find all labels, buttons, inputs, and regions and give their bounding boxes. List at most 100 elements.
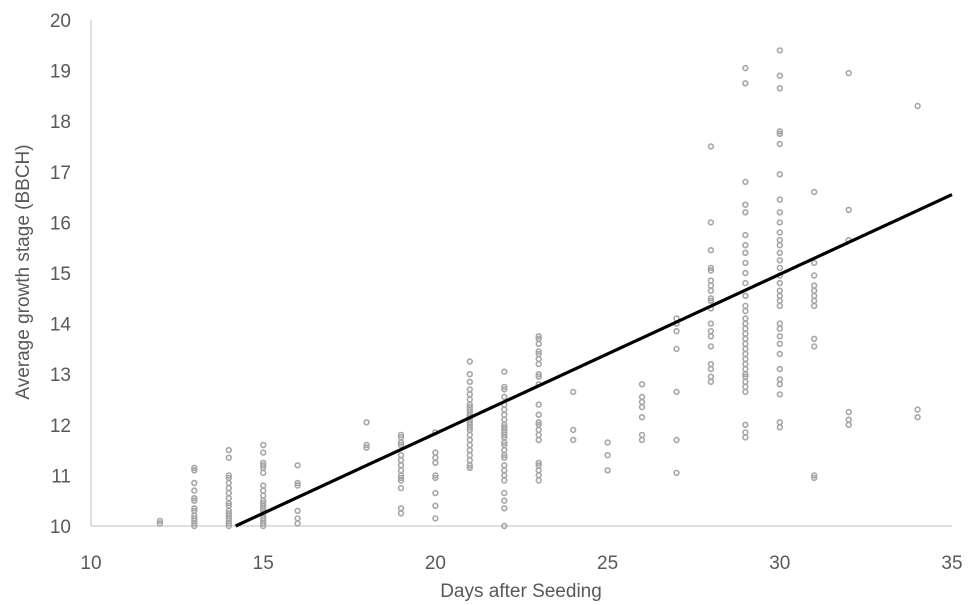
- x-tick-label: 15: [253, 553, 274, 574]
- data-point: [535, 348, 542, 355]
- data-point: [260, 522, 267, 530]
- data-point: [260, 469, 267, 477]
- data-point: [501, 454, 508, 461]
- data-point: [466, 431, 473, 439]
- data-point: [501, 446, 508, 454]
- data-point: [742, 325, 749, 332]
- data-point: [397, 484, 405, 492]
- data-point: [638, 403, 646, 411]
- data-point: [776, 297, 783, 304]
- data-point: [501, 439, 508, 446]
- data-point: [191, 467, 198, 474]
- data-point: [638, 381, 646, 388]
- data-point: [776, 365, 783, 373]
- data-point: [707, 378, 715, 385]
- data-point: [742, 421, 749, 428]
- data-point: [191, 522, 198, 530]
- data-point: [294, 515, 301, 522]
- data-point: [673, 328, 680, 335]
- data-point: [776, 381, 783, 388]
- data-point: [707, 264, 715, 272]
- data-point: [673, 345, 680, 353]
- data-point: [535, 419, 542, 426]
- data-point: [776, 292, 783, 299]
- data-point: [810, 292, 818, 299]
- data-point: [397, 457, 405, 464]
- data-point: [776, 249, 783, 257]
- data-point: [707, 295, 715, 302]
- data-point: [776, 171, 783, 178]
- data-point: [810, 297, 818, 304]
- data-point: [776, 325, 783, 332]
- data-point: [707, 282, 715, 289]
- data-point: [742, 64, 749, 72]
- data-point: [742, 178, 749, 186]
- data-point: [742, 434, 749, 441]
- data-point: [191, 520, 198, 527]
- data-point: [397, 462, 405, 469]
- data-point: [397, 439, 405, 446]
- data-point: [638, 436, 646, 444]
- data-point: [707, 320, 715, 327]
- data-point: [673, 436, 680, 444]
- data-point: [845, 206, 852, 214]
- x-tick-label: 30: [769, 553, 790, 574]
- data-point: [432, 472, 439, 479]
- data-point: [501, 497, 508, 504]
- data-point: [604, 467, 611, 474]
- data-point: [673, 388, 680, 396]
- data-point: [707, 219, 715, 226]
- data-point: [742, 378, 749, 385]
- data-point: [466, 391, 473, 398]
- data-point: [742, 259, 749, 267]
- data-point: [707, 360, 715, 368]
- data-point: [225, 495, 233, 502]
- data-point: [707, 277, 715, 284]
- y-tick-label: 20: [50, 11, 71, 32]
- data-point: [810, 259, 818, 267]
- data-point: [776, 424, 783, 431]
- data-point: [466, 462, 473, 469]
- data-point: [742, 302, 749, 310]
- data-point: [707, 343, 715, 350]
- data-point: [225, 472, 233, 479]
- data-point: [156, 517, 164, 525]
- data-point: [707, 328, 715, 335]
- data-point: [397, 467, 405, 474]
- y-tick-label: 15: [50, 264, 71, 285]
- data-point: [535, 340, 542, 347]
- data-point: [742, 335, 749, 342]
- data-point: [776, 302, 783, 310]
- data-point: [260, 487, 267, 494]
- data-point: [845, 69, 852, 77]
- data-point: [673, 469, 680, 477]
- data-point: [363, 444, 370, 451]
- data-point: [397, 474, 405, 482]
- data-point: [501, 368, 508, 375]
- data-point: [501, 406, 508, 413]
- data-point: [707, 143, 715, 150]
- data-point: [535, 426, 542, 434]
- data-point: [225, 446, 233, 454]
- data-point: [742, 388, 749, 396]
- data-point: [742, 371, 749, 378]
- data-point: [707, 287, 715, 294]
- data-point: [707, 365, 715, 373]
- data-point: [742, 269, 749, 277]
- data-point: [776, 140, 783, 148]
- data-point: [501, 522, 508, 530]
- data-point: [742, 242, 749, 249]
- data-point: [776, 219, 783, 226]
- data-point: [397, 510, 405, 517]
- y-tick-label: 14: [50, 315, 72, 336]
- data-point: [225, 489, 233, 497]
- data-point: [742, 231, 749, 239]
- data-point: [914, 102, 921, 110]
- data-point: [638, 431, 646, 439]
- data-point: [501, 472, 508, 479]
- data-point: [432, 449, 439, 456]
- data-point: [776, 72, 783, 79]
- data-point: [535, 472, 542, 479]
- data-point: [845, 408, 852, 416]
- data-point: [707, 333, 715, 340]
